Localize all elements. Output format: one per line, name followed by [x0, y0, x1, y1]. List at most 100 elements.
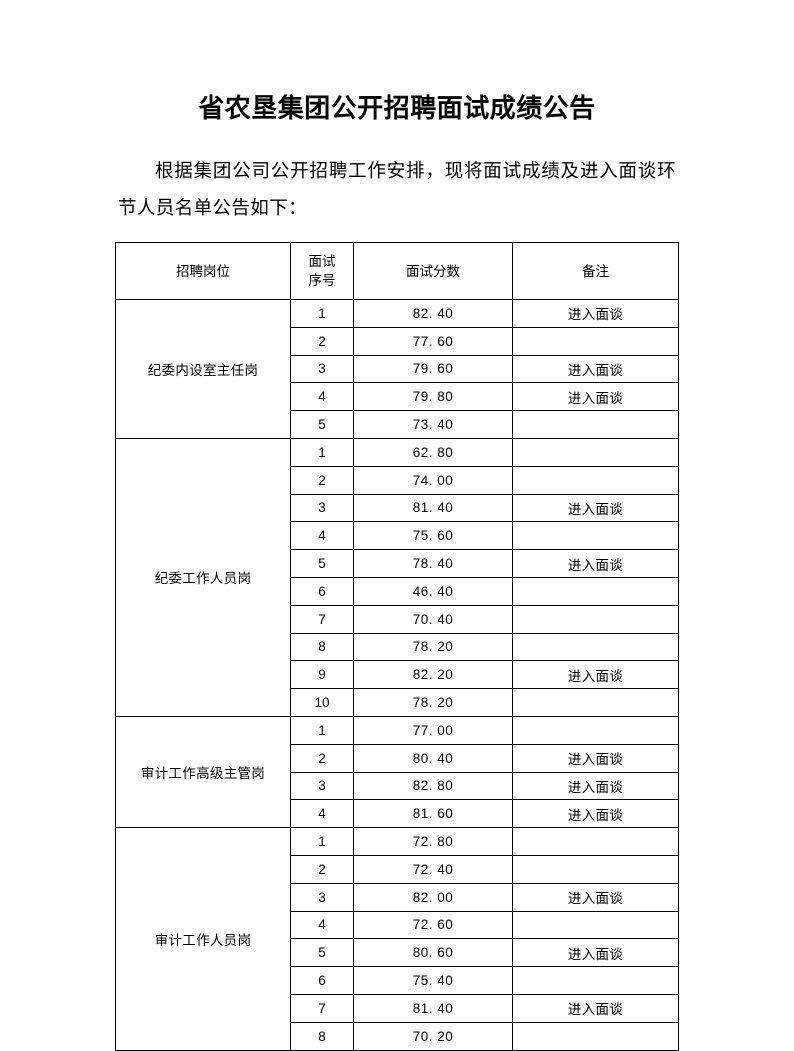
sequence-cell: 5	[290, 410, 354, 439]
document-page: 省农垦集团公开招聘面试成绩公告 根据集团公司公开招聘工作安排，现将面试成绩及进入…	[115, 94, 679, 1051]
note-cell	[512, 910, 679, 940]
table-row: 7 81. 40 进入面谈	[116, 993, 679, 1023]
sequence-cell: 8	[290, 632, 354, 662]
note-cell	[512, 632, 679, 662]
results-table-container: 招聘岗位 面试 序号 面试分数 备注 纪委内设室主任岗 1 82. 40 进入面谈 2 7…	[0, 228, 794, 1051]
note-cell	[512, 576, 679, 606]
score-cell: 81. 60	[353, 799, 513, 829]
table-row: 4 72. 60	[116, 910, 679, 940]
table-row: 6 75. 40	[116, 966, 679, 995]
score-cell: 82. 20	[353, 660, 513, 690]
note-cell	[512, 326, 679, 356]
table-header-row: 招聘岗位 面试 序号 面试分数 备注	[115, 242, 679, 300]
score-cell: 70. 40	[353, 604, 513, 634]
post-name-cell: 审计工作高级主管岗	[115, 715, 291, 829]
table-row: 5 80. 60 进入面谈	[116, 938, 679, 968]
score-cell: 80. 60	[353, 938, 513, 968]
score-cell: 72. 40	[353, 854, 513, 884]
score-cell: 78. 40	[353, 549, 513, 578]
post-name-cell: 纪委内设室主任岗	[115, 299, 291, 439]
table-row: 纪委工作人员岗 1 62. 80	[115, 437, 679, 717]
note-cell	[512, 854, 679, 884]
table-header: 招聘岗位 面试 序号 面试分数 备注	[115, 242, 679, 300]
column-header-sequence: 面试 序号	[290, 242, 354, 300]
sequence-cell: 5	[290, 938, 354, 968]
note-cell	[512, 715, 679, 745]
column-header-sequence-line1: 面试	[308, 254, 336, 269]
score-cell: 78. 20	[353, 688, 513, 717]
column-header-note: 备注	[512, 242, 679, 300]
table-row: 2 72. 40	[116, 854, 679, 884]
table-row: 3 82. 00 进入面谈	[116, 882, 679, 912]
table-row: 3 82. 80 进入面谈	[116, 771, 679, 801]
sequence-cell: 9	[290, 660, 354, 690]
note-cell: 进入面谈	[512, 771, 679, 801]
sequence-cell: 3	[290, 493, 354, 523]
note-cell	[512, 966, 679, 995]
table-row: 9 82. 20 进入面谈	[116, 660, 679, 690]
sequence-cell: 3	[290, 354, 354, 384]
post-name-cell: 审计工作人员岗	[115, 827, 291, 1051]
sequence-cell: 6	[290, 576, 354, 606]
score-cell: 81. 40	[353, 493, 513, 523]
note-cell: 进入面谈	[512, 743, 679, 773]
score-cell: 81. 40	[353, 993, 513, 1023]
table-row: 8 78. 20	[116, 632, 679, 662]
table-row: 3 79. 60 进入面谈	[116, 354, 679, 384]
sequence-cell: 2	[290, 326, 354, 356]
score-cell: 79. 60	[353, 354, 513, 384]
note-cell: 进入面谈	[512, 882, 679, 912]
note-cell: 进入面谈	[512, 299, 679, 328]
table-row: 3 81. 40 进入面谈	[116, 493, 679, 523]
table-row: 5 73. 40	[116, 410, 679, 439]
sequence-cell: 1	[290, 299, 354, 328]
table-body: 纪委内设室主任岗 1 82. 40 进入面谈 2 77. 60 3 79. 60 进入面谈 4 79…	[115, 299, 679, 1051]
note-cell: 进入面谈	[512, 660, 679, 690]
note-cell: 进入面谈	[512, 493, 679, 523]
note-cell	[512, 604, 679, 634]
table-row: 4 79. 80 进入面谈	[116, 382, 679, 412]
table-row: 2 77. 60	[116, 326, 679, 356]
score-cell: 75. 40	[353, 966, 513, 995]
note-cell: 进入面谈	[512, 799, 679, 829]
table-row: 纪委内设室主任岗 1 82. 40 进入面谈	[115, 299, 679, 439]
sequence-cell: 8	[290, 1021, 354, 1051]
score-cell: 70. 20	[353, 1021, 513, 1051]
sequence-cell: 1	[290, 715, 354, 745]
score-cell: 82. 00	[353, 882, 513, 912]
intro-paragraph: 根据集团公司公开招聘工作安排，现将面试成绩及进入面谈环节人员名单公告如下：	[118, 162, 676, 219]
note-cell	[512, 410, 679, 439]
sequence-cell: 6	[290, 966, 354, 995]
score-cell: 74. 00	[353, 465, 513, 495]
note-cell	[512, 437, 679, 467]
score-cell: 72. 60	[353, 910, 513, 940]
sequence-cell: 3	[290, 771, 354, 801]
score-cell: 82. 80	[353, 771, 513, 801]
note-cell	[512, 465, 679, 495]
note-cell: 进入面谈	[512, 354, 679, 384]
page-title: 省农垦集团公开招聘面试成绩公告	[198, 94, 596, 123]
note-cell	[512, 688, 679, 717]
score-cell: 77. 00	[353, 715, 513, 745]
note-cell: 进入面谈	[512, 382, 679, 412]
table-row: 审计工作人员岗 1 72. 80	[115, 827, 679, 1051]
interview-results-table: 招聘岗位 面试 序号 面试分数 备注 纪委内设室主任岗 1 82. 40 进入面谈 2 7…	[115, 242, 679, 1051]
column-header-score: 面试分数	[353, 242, 513, 300]
score-cell: 75. 60	[353, 521, 513, 551]
sequence-cell: 7	[290, 993, 354, 1023]
note-cell: 进入面谈	[512, 938, 679, 968]
post-name-cell: 纪委工作人员岗	[115, 437, 291, 717]
sequence-cell: 5	[290, 549, 354, 578]
table-row: 10 78. 20	[116, 688, 679, 717]
sequence-cell: 2	[290, 743, 354, 773]
note-cell: 进入面谈	[512, 549, 679, 578]
table-row: 4 81. 60 进入面谈	[116, 799, 679, 829]
note-cell	[512, 521, 679, 551]
score-cell: 82. 40	[353, 299, 513, 328]
score-cell: 73. 40	[353, 410, 513, 439]
score-cell: 77. 60	[353, 326, 513, 356]
column-header-sequence-line2: 序号	[308, 273, 336, 288]
sequence-cell: 4	[290, 382, 354, 412]
sequence-cell: 7	[290, 604, 354, 634]
sequence-cell: 2	[290, 465, 354, 495]
